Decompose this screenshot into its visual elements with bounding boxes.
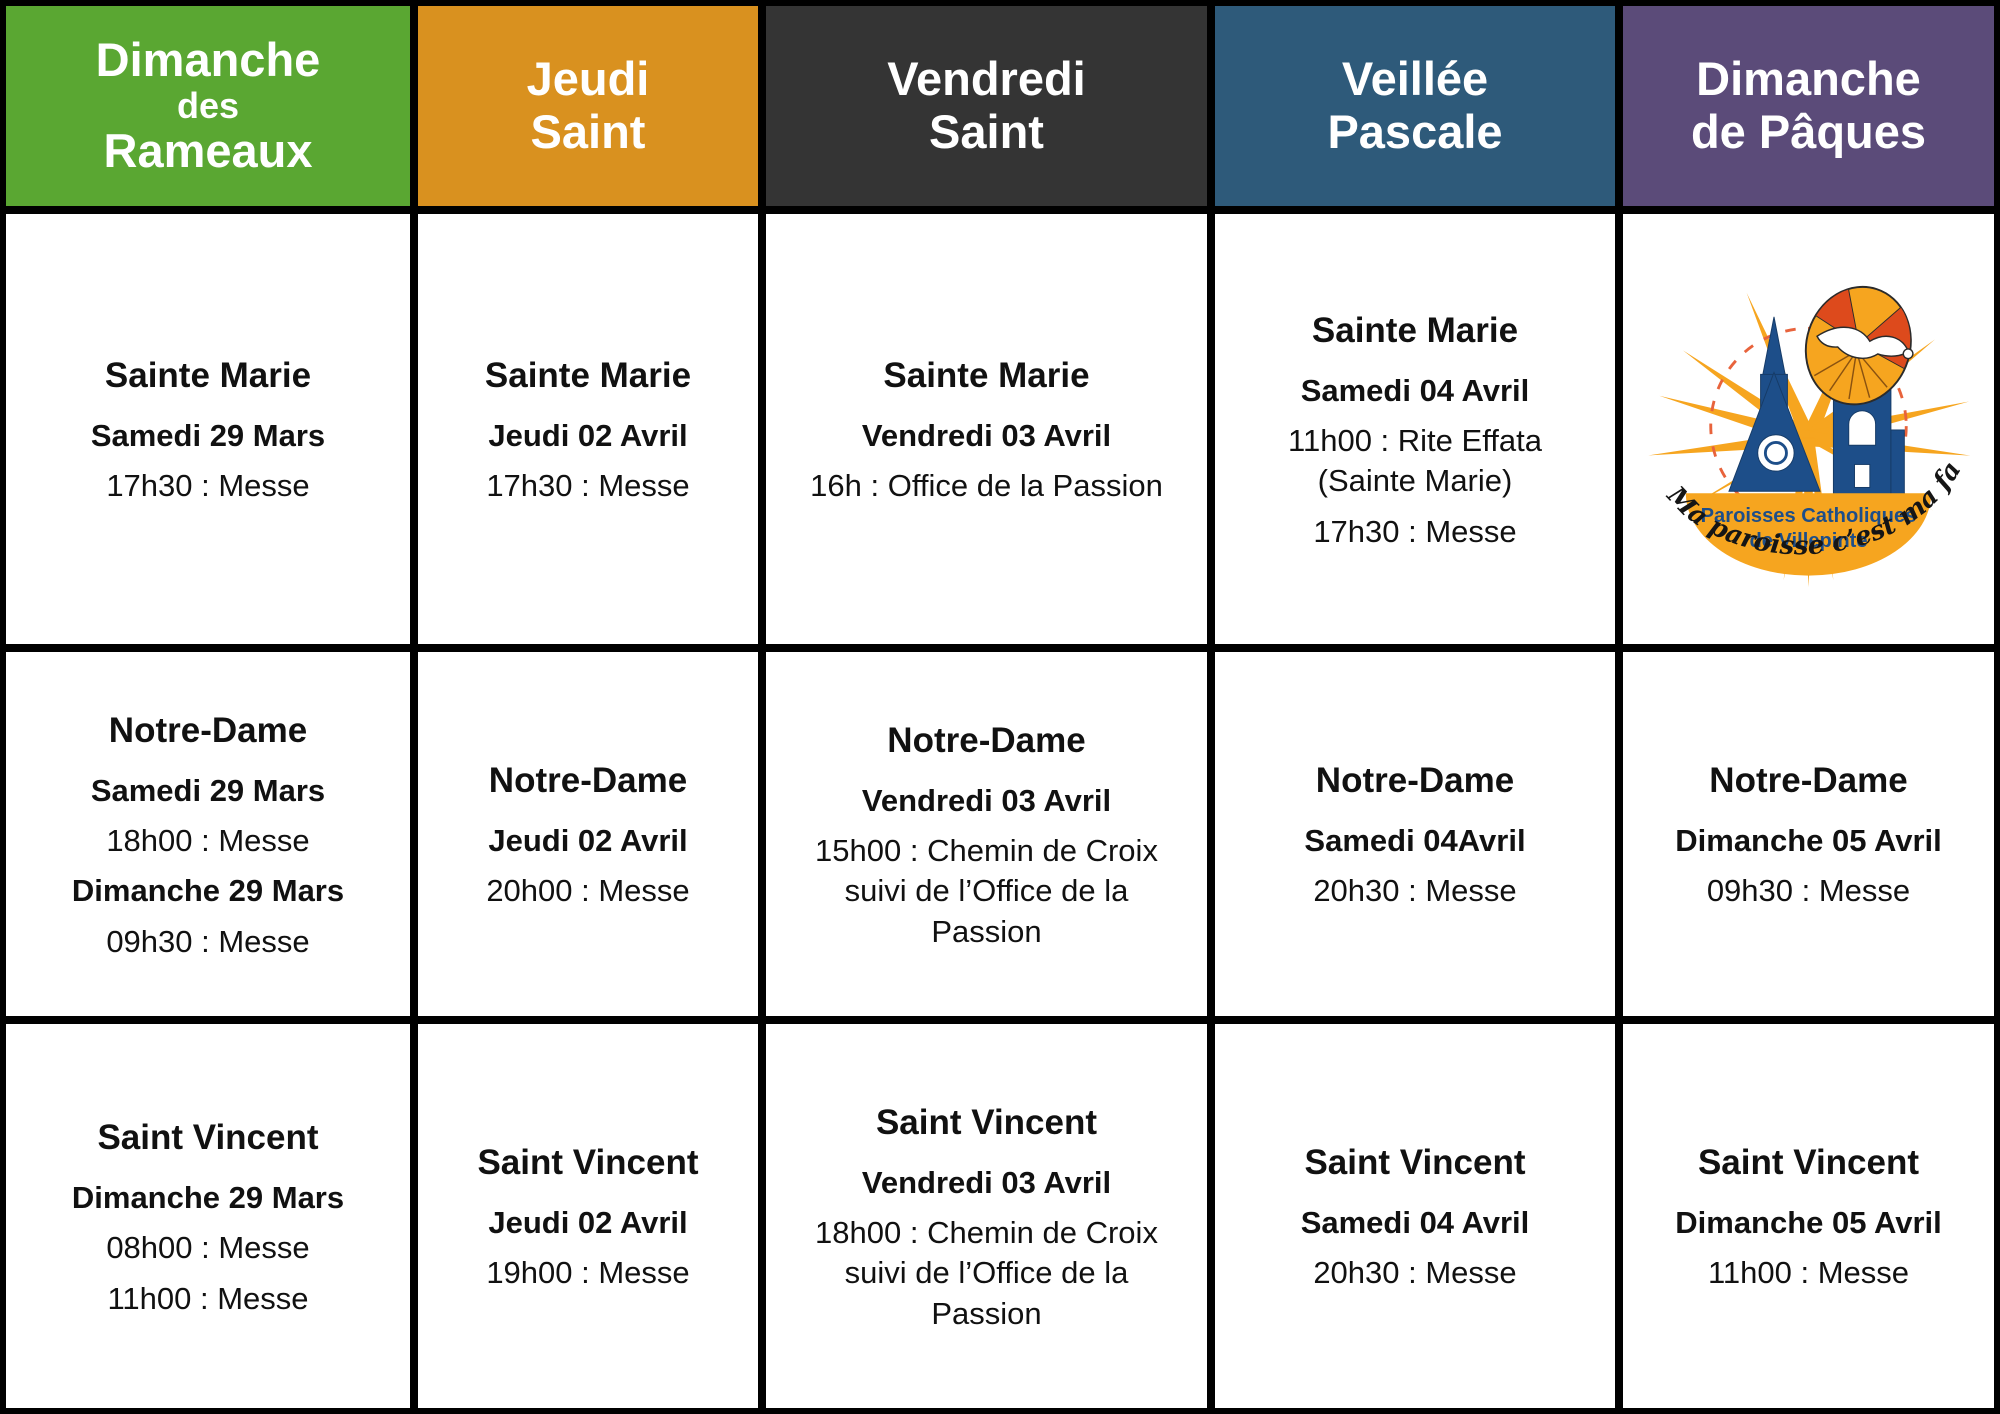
church-name: Notre-Dame: [488, 761, 688, 801]
church-name: Saint Vincent: [1304, 1143, 1526, 1183]
schedule-line: 20h00 : Messe: [486, 873, 690, 909]
church-name: Notre-Dame: [887, 721, 1086, 761]
cell-rameaux-sainte-marie: Sainte Marie Samedi 29 Mars 17h30 : Mess…: [6, 214, 410, 644]
schedule-line: 09h30 : Messe: [106, 923, 310, 959]
header-line: Saint: [929, 105, 1044, 158]
header-line: Jeudi: [526, 52, 650, 106]
church-name: Saint Vincent: [477, 1143, 699, 1183]
schedule-line: 20h30 : Messe: [1313, 1255, 1517, 1291]
church-name: Notre-Dame: [1709, 761, 1908, 801]
church-name: Sainte Marie: [104, 356, 312, 396]
dove-icon: [1804, 285, 1914, 406]
dashed-halo-circle: [1709, 326, 1908, 526]
cell-vendredi-notre-dame: Notre-Dame Vendredi 03 Avril 15h00 : Che…: [766, 652, 1207, 1016]
cell-veillee-saint-vincent: Saint Vincent Samedi 04 Avril 20h30 : Me…: [1215, 1024, 1615, 1408]
cell-vendredi-saint-vincent: Saint Vincent Vendredi 03 Avril 18h00 : …: [766, 1024, 1207, 1408]
cell-vendredi-sainte-marie: Sainte Marie Vendredi 03 Avril 16h : Off…: [766, 214, 1207, 644]
church-name: Sainte Marie: [883, 356, 1090, 396]
header-veillee-pascale: Veillée Pascale: [1215, 6, 1615, 206]
banner-arc: [1685, 493, 1932, 576]
cell-rameaux-notre-dame: Notre-Dame Samedi 29 Mars 18h00 : Messe …: [6, 652, 410, 1016]
church-name: Saint Vincent: [875, 1103, 1098, 1143]
schedule-line: 11h00 : Messe: [1707, 1255, 1910, 1291]
cell-jeudi-saint-vincent: Saint Vincent Jeudi 02 Avril 19h00 : Mes…: [418, 1024, 758, 1408]
header-line: des: [176, 85, 240, 127]
header-line: Dimanche: [1696, 52, 1921, 106]
schedule-line: Dimanche 29 Mars: [71, 873, 345, 909]
schedule-line: Samedi 04 Avril: [1300, 1205, 1530, 1241]
header-line: Rameaux: [103, 123, 313, 177]
church-left-icon: [1728, 316, 1821, 492]
schedule-line: 15h00 : Chemin de Croix suivi de l’Offic…: [815, 833, 1158, 949]
schedule-line: 11h00 : Rite Effata (Sainte Marie): [1288, 423, 1542, 499]
schedule-line: 17h30 : Messe: [1313, 513, 1517, 549]
schedule-line: Jeudi 02 Avril: [488, 1205, 688, 1241]
schedule-line: Samedi 29 Mars: [90, 772, 326, 808]
schedule-line: Vendredi 03 Avril: [861, 1164, 1112, 1200]
cell-paques-notre-dame: Notre-Dame Dimanche 05 Avril 09h30 : Mes…: [1623, 652, 1994, 1016]
header-dimanche-des-rameaux: Dimanche des Rameaux: [6, 6, 410, 206]
schedule-line: Samedi 04 Avril: [1300, 372, 1530, 408]
cell-veillee-notre-dame: Notre-Dame Samedi 04Avril 20h30 : Messe: [1215, 652, 1615, 1016]
cell-rameaux-saint-vincent: Saint Vincent Dimanche 29 Mars 08h00 : M…: [6, 1024, 410, 1408]
schedule-line: 08h00 : Messe: [106, 1230, 310, 1266]
schedule-line: Dimanche 29 Mars: [71, 1179, 345, 1215]
schedule-line: Vendredi 03 Avril: [861, 418, 1112, 454]
schedule-line: Samedi 04Avril: [1304, 823, 1526, 859]
banner-text-line2: de Villepinte: [1749, 530, 1867, 552]
schedule-line: 17h30 : Messe: [106, 468, 310, 504]
header-line: Dimanche: [95, 33, 321, 87]
cell-veillee-sainte-marie: Sainte Marie Samedi 04 Avril 11h00 : Rit…: [1215, 214, 1615, 644]
schedule-line: Vendredi 03 Avril: [861, 782, 1112, 818]
schedule-line: 19h00 : Messe: [486, 1255, 690, 1291]
schedule-line: Jeudi 02 Avril: [488, 823, 688, 859]
church-name: Saint Vincent: [1697, 1143, 1920, 1183]
schedule-line: Jeudi 02 Avril: [488, 418, 688, 454]
church-name: Sainte Marie: [1311, 311, 1519, 351]
church-name: Sainte Marie: [484, 356, 692, 396]
header-line: de Pâques: [1690, 105, 1927, 158]
schedule-line: Dimanche 05 Avril: [1675, 823, 1942, 859]
schedule-line: 20h30 : Messe: [1313, 873, 1517, 909]
church-name: Notre-Dame: [108, 711, 308, 751]
header-line: Veillée: [1341, 52, 1489, 106]
cell-jeudi-notre-dame: Notre-Dame Jeudi 02 Avril 20h00 : Messe: [418, 652, 758, 1016]
header-line: Vendredi: [887, 52, 1086, 106]
header-dimanche-de-paques: Dimanche de Pâques: [1623, 6, 1994, 206]
church-name: Saint Vincent: [97, 1118, 319, 1158]
cell-parish-logo: Paroisses Catholiques de Villepinte Ma p…: [1623, 214, 1994, 644]
schedule-line: 17h30 : Messe: [486, 468, 690, 504]
schedule-line: 18h00 : Chemin de Croix suivi de l’Offic…: [815, 1215, 1158, 1331]
header-vendredi-saint: Vendredi Saint: [766, 6, 1207, 206]
header-jeudi-saint: Jeudi Saint: [418, 6, 758, 206]
church-name: Notre-Dame: [1315, 761, 1515, 801]
schedule-line: 16h : Office de la Passion: [810, 468, 1163, 504]
cell-paques-saint-vincent: Saint Vincent Dimanche 05 Avril 11h00 : …: [1623, 1024, 1994, 1408]
header-line: Pascale: [1327, 105, 1503, 158]
schedule-line: Dimanche 05 Avril: [1675, 1205, 1942, 1241]
parish-logo: Paroisses Catholiques de Villepinte Ma p…: [1636, 261, 1971, 588]
banner-text-line1: Paroisses Catholiques: [1701, 505, 1917, 527]
schedule-line: 09h30 : Messe: [1706, 873, 1911, 909]
cell-jeudi-sainte-marie: Sainte Marie Jeudi 02 Avril 17h30 : Mess…: [418, 214, 758, 644]
schedule-line: 18h00 : Messe: [106, 823, 310, 859]
header-line: Saint: [530, 105, 646, 158]
schedule-line: 11h00 : Messe: [107, 1280, 309, 1316]
schedule-line: Samedi 29 Mars: [90, 418, 326, 454]
